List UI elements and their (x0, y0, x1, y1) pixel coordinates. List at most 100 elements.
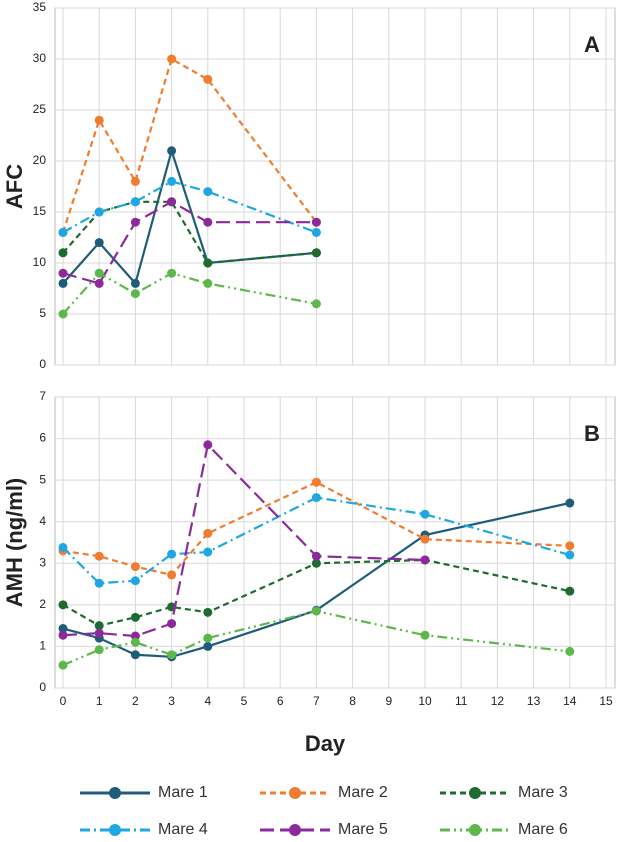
series-line (62, 180, 317, 234)
data-point (130, 289, 140, 299)
series-line (62, 609, 570, 667)
x-tick-label: 13 (527, 694, 541, 708)
data-point (167, 146, 177, 156)
data-point (203, 641, 213, 651)
data-point (167, 549, 177, 559)
data-point (311, 493, 321, 503)
data-point (58, 624, 68, 634)
legend-marker (469, 787, 481, 799)
legend-marker (109, 787, 121, 799)
data-point (420, 630, 430, 640)
data-point (94, 628, 104, 638)
y-tick-label: 7 (39, 389, 46, 403)
data-point (58, 309, 68, 319)
data-point (58, 600, 68, 610)
series-line (62, 496, 571, 585)
data-point (58, 630, 68, 640)
y-axis-title: AMH (ng/ml) (2, 478, 27, 608)
x-tick-label: 9 (385, 694, 392, 708)
data-point (203, 547, 213, 557)
legend-label: Mare 1 (158, 784, 208, 801)
series-line (62, 501, 571, 658)
data-point (311, 217, 321, 227)
data-point (311, 248, 321, 258)
data-point (130, 217, 140, 227)
y-tick-label: 5 (39, 472, 46, 486)
y-tick-label: 10 (33, 255, 47, 269)
x-tick-label: 14 (563, 694, 577, 708)
data-point (203, 278, 213, 288)
data-point (565, 646, 575, 656)
y-tick-label: 20 (33, 153, 47, 167)
data-point (167, 54, 177, 64)
data-point (94, 278, 104, 288)
data-point (130, 562, 140, 572)
legend-label: Mare 3 (518, 784, 568, 801)
data-point (420, 555, 430, 565)
x-tick-label: 4 (204, 694, 211, 708)
y-tick-label: 0 (39, 357, 46, 371)
data-point (565, 586, 575, 596)
legend-label: Mare 5 (338, 821, 388, 838)
legend-label: Mare 2 (338, 784, 388, 801)
x-tick-label: 0 (60, 694, 67, 708)
data-point (167, 619, 177, 629)
data-point (130, 278, 140, 288)
data-point (94, 578, 104, 588)
data-point (130, 650, 140, 660)
x-tick-label: 12 (491, 694, 505, 708)
data-point (203, 607, 213, 617)
x-tick-label: 2 (132, 694, 139, 708)
y-tick-label: 2 (39, 597, 46, 611)
data-point (565, 541, 575, 551)
data-point (58, 542, 68, 552)
data-point (311, 606, 321, 616)
data-point (94, 645, 104, 655)
y-tick-label: 1 (39, 639, 46, 653)
y-tick-label: 4 (39, 514, 46, 528)
panel-label: B (584, 421, 600, 446)
y-tick-label: 30 (33, 51, 47, 65)
x-tick-label: 7 (313, 694, 320, 708)
data-point (94, 551, 104, 561)
data-point (130, 612, 140, 622)
x-tick-label: 15 (599, 694, 613, 708)
y-tick-label: 6 (39, 431, 46, 445)
series-line (62, 146, 317, 286)
data-point (311, 477, 321, 487)
data-point (130, 637, 140, 647)
x-tick-label: 10 (418, 694, 432, 708)
x-tick-label: 3 (168, 694, 175, 708)
legend-marker (289, 824, 301, 836)
data-point (203, 440, 213, 450)
x-tick-label: 8 (349, 694, 356, 708)
data-point (130, 631, 140, 641)
data-point (311, 558, 321, 568)
data-point (58, 268, 68, 278)
data-point (94, 621, 104, 631)
data-point (58, 278, 68, 288)
y-axis-title: AFC (2, 164, 27, 209)
data-point (94, 115, 104, 125)
plot-frame (54, 7, 616, 366)
data-point (58, 227, 68, 237)
data-point (203, 528, 213, 538)
data-point (203, 258, 213, 268)
data-point (167, 650, 177, 660)
x-axis-title: Day (305, 731, 346, 756)
data-point (130, 176, 140, 186)
y-tick-label: 3 (39, 555, 46, 569)
data-point (167, 570, 177, 580)
panel-label: A (584, 32, 600, 57)
data-point (130, 197, 140, 207)
data-point (203, 187, 213, 197)
data-point (420, 534, 430, 544)
y-tick-label: 35 (33, 0, 47, 14)
y-tick-label: 15 (33, 204, 47, 218)
data-point (420, 509, 430, 519)
series-line (62, 558, 571, 627)
data-point (94, 207, 104, 217)
data-point (311, 299, 321, 309)
x-tick-label: 5 (241, 694, 248, 708)
